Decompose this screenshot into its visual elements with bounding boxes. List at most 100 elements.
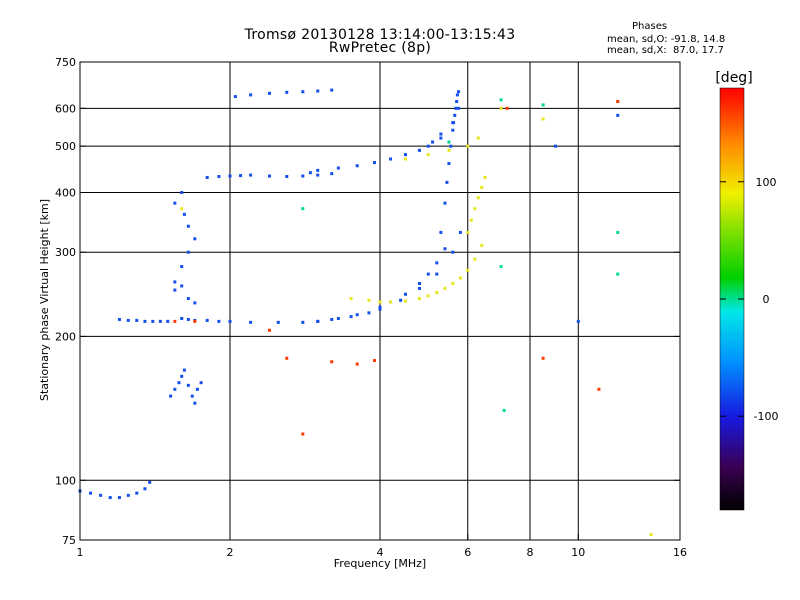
- data-point: [143, 319, 147, 323]
- data-point: [193, 319, 197, 323]
- data-point: [330, 317, 334, 321]
- data-point: [173, 280, 177, 284]
- data-point: [473, 207, 477, 211]
- x-tick-label: 10: [571, 546, 585, 559]
- data-point: [173, 288, 177, 292]
- x-tick-label: 6: [464, 546, 471, 559]
- data-point: [426, 153, 430, 157]
- data-point: [480, 185, 484, 189]
- data-point: [389, 300, 393, 304]
- y-axis-label: Stationary phase Virtual Height [km]: [38, 199, 51, 401]
- data-point: [330, 88, 334, 92]
- data-point: [180, 316, 184, 320]
- data-point: [447, 161, 451, 165]
- data-point: [186, 250, 190, 254]
- data-point: [336, 166, 340, 170]
- x-axis-label: Frequency [MHz]: [334, 557, 426, 570]
- data-point: [330, 360, 334, 364]
- data-point: [182, 368, 186, 372]
- data-point: [553, 144, 557, 148]
- data-point: [502, 408, 506, 412]
- data-point: [199, 381, 203, 385]
- data-point: [367, 311, 371, 315]
- data-point: [454, 106, 458, 110]
- data-point: [439, 136, 443, 140]
- data-point: [469, 218, 473, 222]
- x-tick-label: 1: [77, 546, 84, 559]
- data-point: [439, 230, 443, 234]
- data-point: [417, 282, 421, 286]
- data-point: [126, 493, 130, 497]
- data-point: [330, 172, 334, 176]
- data-point: [499, 265, 503, 269]
- y-tick-label: 75: [62, 534, 76, 547]
- data-point: [186, 297, 190, 301]
- data-point: [169, 394, 173, 398]
- data-point: [126, 318, 130, 322]
- data-point: [435, 291, 439, 295]
- data-point: [180, 374, 184, 378]
- data-point: [276, 320, 280, 324]
- data-point: [301, 320, 305, 324]
- data-point: [349, 315, 353, 319]
- data-point: [135, 318, 139, 322]
- data-point: [445, 180, 449, 184]
- data-point: [267, 328, 271, 332]
- x-tick-label: 2: [227, 546, 234, 559]
- data-point: [301, 207, 305, 211]
- data-point: [336, 316, 340, 320]
- data-point: [435, 272, 439, 276]
- colorbar-tick-label: 100: [756, 176, 777, 189]
- data-point: [217, 175, 221, 179]
- data-point: [151, 319, 155, 323]
- data-point: [117, 496, 121, 500]
- colorbar-tick-label: -100: [754, 410, 779, 423]
- data-point: [447, 148, 451, 152]
- data-point: [451, 128, 455, 132]
- data-point: [349, 297, 353, 301]
- data-point: [426, 294, 430, 298]
- data-point: [417, 297, 421, 301]
- data-point: [267, 174, 271, 178]
- data-point: [186, 383, 190, 387]
- colorbar-ticks: 100 0 -100: [720, 176, 778, 423]
- data-points: [78, 88, 653, 537]
- data-point: [190, 394, 194, 398]
- data-point: [367, 298, 371, 302]
- data-point: [541, 103, 545, 107]
- data-point: [285, 356, 289, 360]
- o-mode-phase-stats: mean, sd,O: -91.8, 14.8: [607, 34, 726, 45]
- y-tick-label: 300: [55, 246, 76, 259]
- data-point: [316, 173, 320, 177]
- data-point: [389, 157, 393, 161]
- data-point: [451, 121, 455, 125]
- data-point: [576, 319, 580, 323]
- data-point: [426, 272, 430, 276]
- data-point: [148, 480, 152, 484]
- axis-ticks: 1 2 4 6 8 10 16 75 100 200 300 400 500 600 750: [55, 56, 687, 559]
- data-point: [473, 257, 477, 261]
- data-point: [431, 140, 435, 144]
- data-point: [108, 496, 112, 500]
- data-point: [158, 319, 162, 323]
- data-point: [233, 95, 237, 99]
- data-point: [616, 113, 620, 117]
- data-point: [308, 171, 312, 175]
- data-point: [285, 175, 289, 179]
- data-point: [177, 381, 181, 385]
- data-point: [505, 106, 509, 110]
- data-point: [135, 491, 139, 495]
- data-point: [483, 175, 487, 179]
- data-point: [117, 317, 121, 321]
- data-point: [616, 272, 620, 276]
- data-point: [443, 201, 447, 205]
- x-tick-label: 16: [673, 546, 687, 559]
- phase-stats-heading: Phases: [632, 21, 668, 32]
- data-point: [458, 276, 462, 280]
- data-point: [457, 106, 461, 110]
- data-point: [449, 144, 453, 148]
- data-point: [193, 237, 197, 241]
- data-point: [426, 144, 430, 148]
- data-point: [180, 207, 184, 211]
- data-point: [249, 173, 253, 177]
